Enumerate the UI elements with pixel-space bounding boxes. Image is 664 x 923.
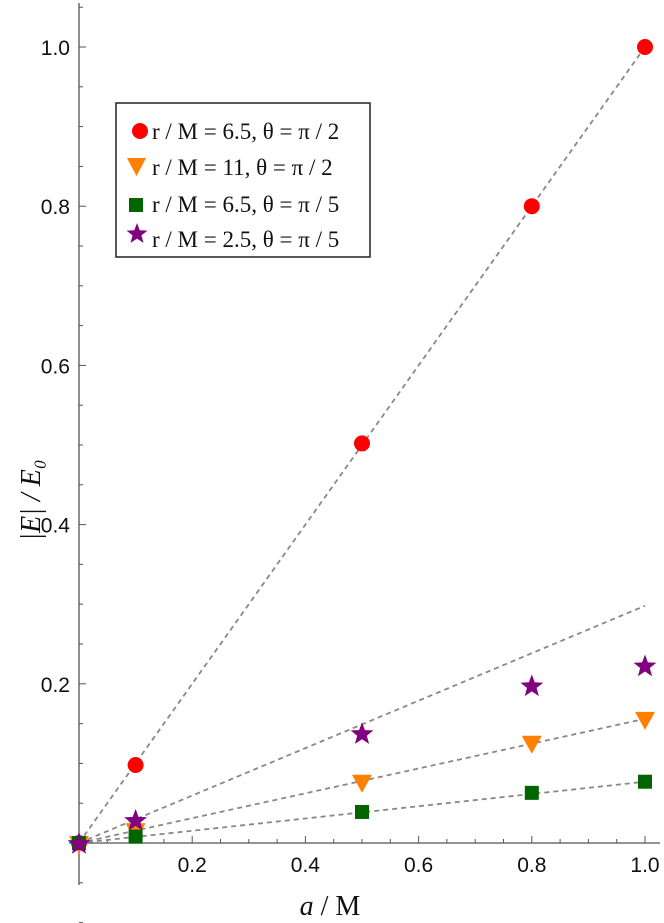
- y-tick-label: 1.0: [41, 37, 70, 60]
- triangle-marker: [352, 774, 372, 793]
- y-tick-label: 0.2: [41, 674, 70, 697]
- triangle-marker: [521, 735, 542, 754]
- legend-item-1: r / M = 11, θ = π / 2: [127, 155, 333, 180]
- x-tick-labels: 0.2 0.4 0.6 0.8 1.0: [178, 854, 660, 877]
- y-tick-labels: 0.2 0.4 0.6 0.8 1.0: [41, 37, 71, 697]
- square-marker: [524, 785, 539, 800]
- square-marker-icon: [129, 198, 143, 212]
- triangle-down-marker-icon: [127, 158, 146, 176]
- star-marker-icon: [126, 223, 148, 243]
- axes: [69, 3, 660, 885]
- svg-text:r / M = 11, θ = π / 2: r / M = 11, θ = π / 2: [152, 155, 333, 180]
- x-axis-label: a / M: [300, 891, 361, 922]
- x-tick-label: 0.4: [291, 854, 321, 877]
- legend-item-0: r / M = 6.5, θ = π / 2: [132, 119, 339, 144]
- circle-marker: [354, 435, 370, 452]
- svg-text:r / M = 6.5, θ = π / 5: r / M = 6.5, θ = π / 5: [152, 192, 339, 217]
- star-marker: [633, 654, 657, 677]
- y-tick-label: 0.8: [41, 196, 70, 219]
- circle-marker: [523, 198, 540, 215]
- square-marker: [128, 829, 143, 844]
- svg-text:r / M = 6.5, θ = π / 2: r / M = 6.5, θ = π / 2: [152, 119, 339, 144]
- x-tick-label: 1.0: [630, 854, 659, 877]
- star-marker: [520, 674, 544, 697]
- y-tick-label: 0.4: [41, 515, 71, 538]
- square-marker: [355, 804, 369, 819]
- star-marker: [124, 808, 147, 831]
- circle-marker-icon: [132, 123, 148, 139]
- legend-box: [115, 102, 371, 258]
- y-tick-label: 0.6: [41, 355, 70, 378]
- triangle-marker: [635, 711, 655, 730]
- y-axis-label: |E| / E₀: [16, 459, 47, 540]
- x-tick-label: 0.8: [517, 854, 546, 877]
- circle-marker: [637, 39, 653, 55]
- x-tick-label: 0.2: [178, 854, 207, 877]
- legend: r / M = 6.5, θ = π / 2 r / M = 11, θ = π…: [115, 102, 371, 258]
- y-ticks: [79, 6, 86, 923]
- square-marker: [638, 774, 652, 789]
- x-tick-label: 0.6: [404, 854, 433, 877]
- x-ticks: [106, 836, 646, 843]
- svg-text:r / M = 2.5, θ = π / 5: r / M = 2.5, θ = π / 5: [152, 227, 339, 252]
- star-marker: [67, 832, 91, 854]
- circle-marker: [127, 756, 144, 773]
- legend-item-3: r / M = 2.5, θ = π / 5: [126, 223, 339, 252]
- data-markers: [67, 39, 657, 854]
- fit-line: [78, 780, 646, 844]
- legend-item-2: r / M = 6.5, θ = π / 5: [129, 192, 339, 217]
- star-marker: [350, 722, 374, 744]
